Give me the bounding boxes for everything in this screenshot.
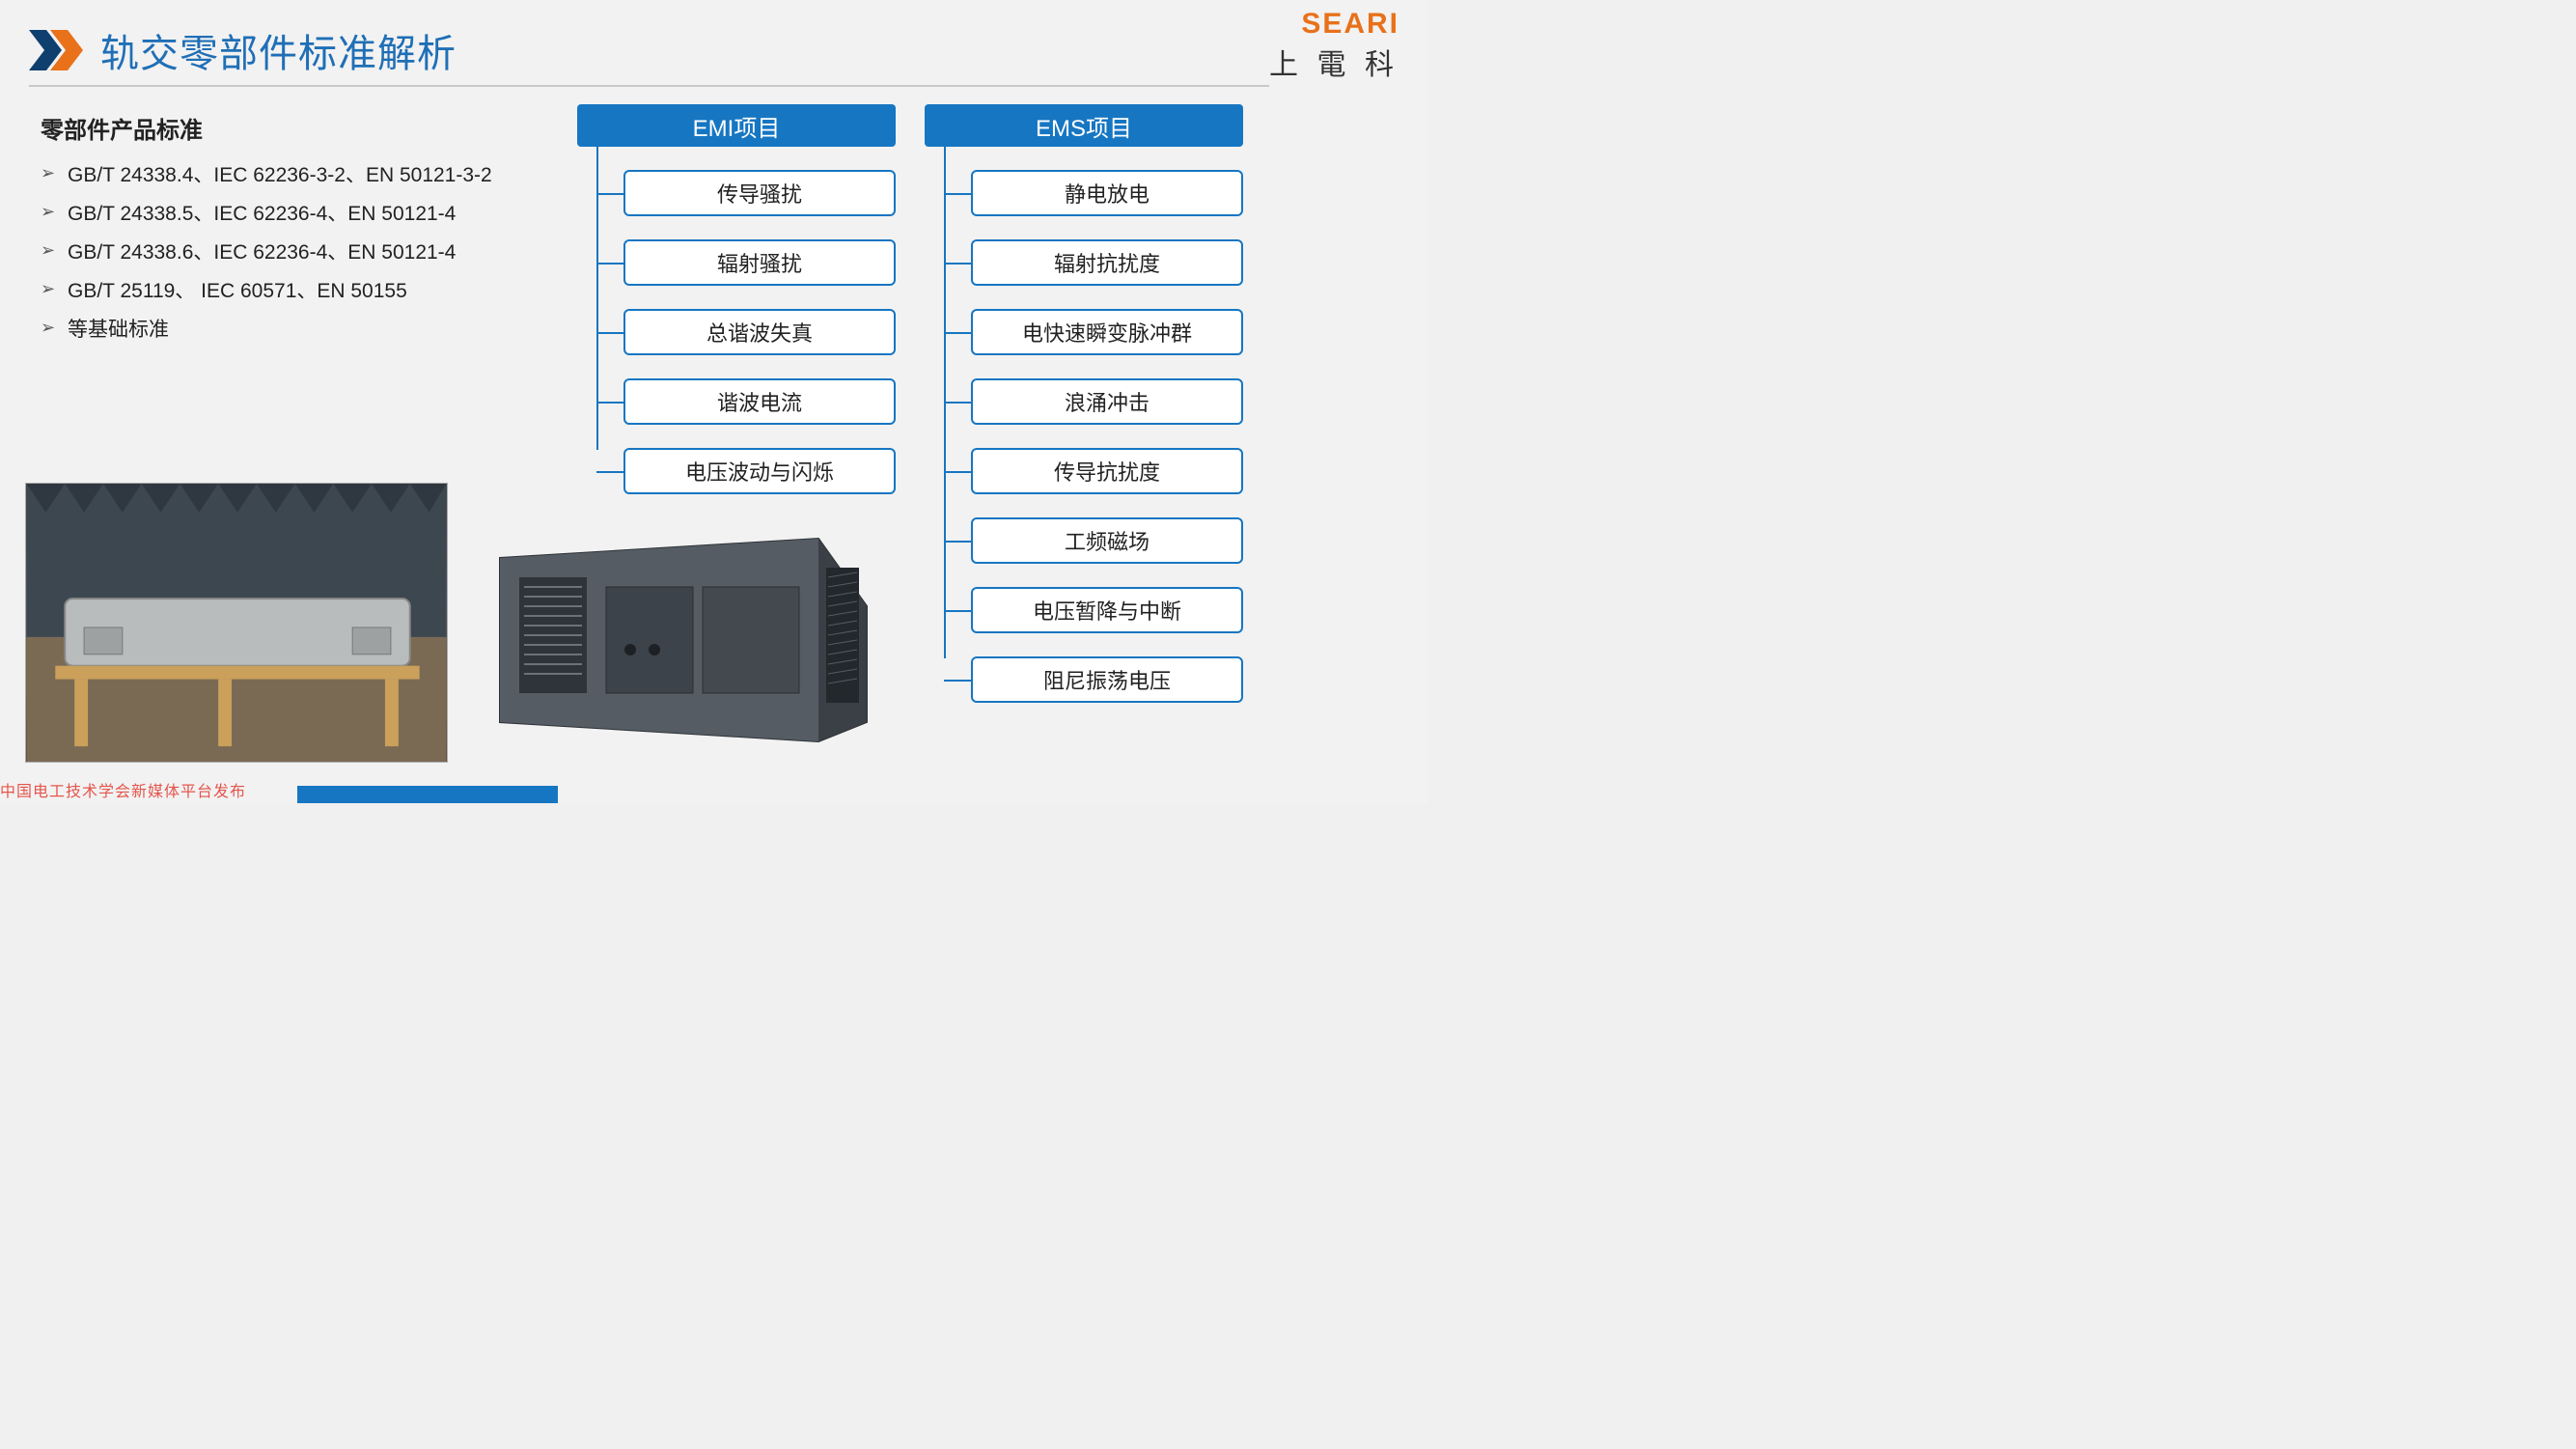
emi-node: 传导骚扰 — [623, 170, 896, 216]
ems-node: 辐射抗扰度 — [971, 239, 1243, 286]
tree-item: 电压暂降与中断 — [971, 587, 1243, 633]
tree-item: 辐射骚扰 — [623, 239, 896, 286]
standards-item: GB/T 25119、 IEC 60571、EN 50155 — [41, 272, 542, 311]
slide-header: 轨交零部件标准解析 — [29, 25, 1399, 75]
ems-node: 静电放电 — [971, 170, 1243, 216]
chevron-icon — [29, 30, 91, 70]
bottom-accent-strip — [297, 786, 558, 803]
slide-root: 轨交零部件标准解析 SEARI 上 電 科 零部件产品标准 GB/T 24338… — [0, 0, 1428, 803]
tree-branch-icon — [944, 541, 971, 543]
emi-node: 辐射骚扰 — [623, 239, 896, 286]
header-divider — [29, 85, 1269, 87]
logo-latin: SEARI — [1269, 10, 1399, 39]
standards-item: GB/T 24338.5、IEC 62236-4、EN 50121-4 — [41, 195, 542, 234]
logo-cn: 上 電 科 — [1269, 41, 1399, 83]
tree-item: 传导骚扰 — [623, 170, 896, 216]
standards-item: 等基础标准 — [41, 311, 542, 349]
ems-header: EMS项目 — [925, 104, 1243, 147]
tree-branch-icon — [944, 680, 971, 682]
tree-item: 静电放电 — [971, 170, 1243, 216]
ems-tree: EMS项目 静电放电 辐射抗扰度 电快速瞬变脉冲群 浪涌冲击 传导抗扰度 — [925, 104, 1243, 703]
tree-item: 电快速瞬变脉冲群 — [971, 309, 1243, 355]
ems-body: 静电放电 辐射抗扰度 电快速瞬变脉冲群 浪涌冲击 传导抗扰度 工频磁场 — [925, 147, 1243, 703]
tree-branch-icon — [596, 471, 623, 473]
tree-item: 辐射抗扰度 — [971, 239, 1243, 286]
tree-item: 电压波动与闪烁 — [623, 448, 896, 494]
emi-header: EMI项目 — [577, 104, 896, 147]
emi-tree: EMI项目 传导骚扰 辐射骚扰 总谐波失真 谐波电流 电压波动与闪烁 — [577, 104, 896, 494]
enclosure-illustration-icon — [461, 500, 888, 763]
chamber-photo — [25, 483, 448, 763]
tree-branch-icon — [944, 402, 971, 404]
brand-logo: SEARI 上 電 科 — [1269, 10, 1399, 83]
emi-node: 电压波动与闪烁 — [623, 448, 896, 494]
tree-item: 总谐波失真 — [623, 309, 896, 355]
tree-branch-icon — [944, 610, 971, 612]
tree-item: 阻尼振荡电压 — [971, 656, 1243, 703]
standards-item: GB/T 24338.4、IEC 62236-3-2、EN 50121-3-2 — [41, 156, 542, 195]
chamber-illustration-icon — [26, 484, 447, 762]
ems-node: 电压暂降与中断 — [971, 587, 1243, 633]
ems-node: 电快速瞬变脉冲群 — [971, 309, 1243, 355]
tree-branch-icon — [944, 193, 971, 195]
standards-item: GB/T 24338.6、IEC 62236-4、EN 50121-4 — [41, 234, 542, 272]
tree-item: 工频磁场 — [971, 517, 1243, 564]
tree-branch-icon — [596, 332, 623, 334]
tree-branch-icon — [944, 263, 971, 265]
tree-branch-icon — [944, 471, 971, 473]
tree-item: 浪涌冲击 — [971, 378, 1243, 425]
ems-node: 浪涌冲击 — [971, 378, 1243, 425]
tree-branch-icon — [596, 402, 623, 404]
emi-node: 总谐波失真 — [623, 309, 896, 355]
standards-list: GB/T 24338.4、IEC 62236-3-2、EN 50121-3-2 … — [41, 156, 542, 348]
standards-heading: 零部件产品标准 — [41, 111, 542, 145]
tree-branch-icon — [596, 193, 623, 195]
standards-section: 零部件产品标准 GB/T 24338.4、IEC 62236-3-2、EN 50… — [41, 111, 542, 348]
ems-node: 传导抗扰度 — [971, 448, 1243, 494]
watermark-text: 中国电工技术学会新媒体平台发布 — [0, 778, 246, 801]
tree-branch-icon — [944, 332, 971, 334]
tree-item: 传导抗扰度 — [971, 448, 1243, 494]
ems-node: 阻尼振荡电压 — [971, 656, 1243, 703]
tree-branch-icon — [596, 263, 623, 265]
emi-body: 传导骚扰 辐射骚扰 总谐波失真 谐波电流 电压波动与闪烁 — [577, 147, 896, 494]
ems-node: 工频磁场 — [971, 517, 1243, 564]
enclosure-photo — [461, 500, 888, 763]
emi-node: 谐波电流 — [623, 378, 896, 425]
slide-title: 轨交零部件标准解析 — [100, 22, 457, 78]
tree-item: 谐波电流 — [623, 378, 896, 425]
